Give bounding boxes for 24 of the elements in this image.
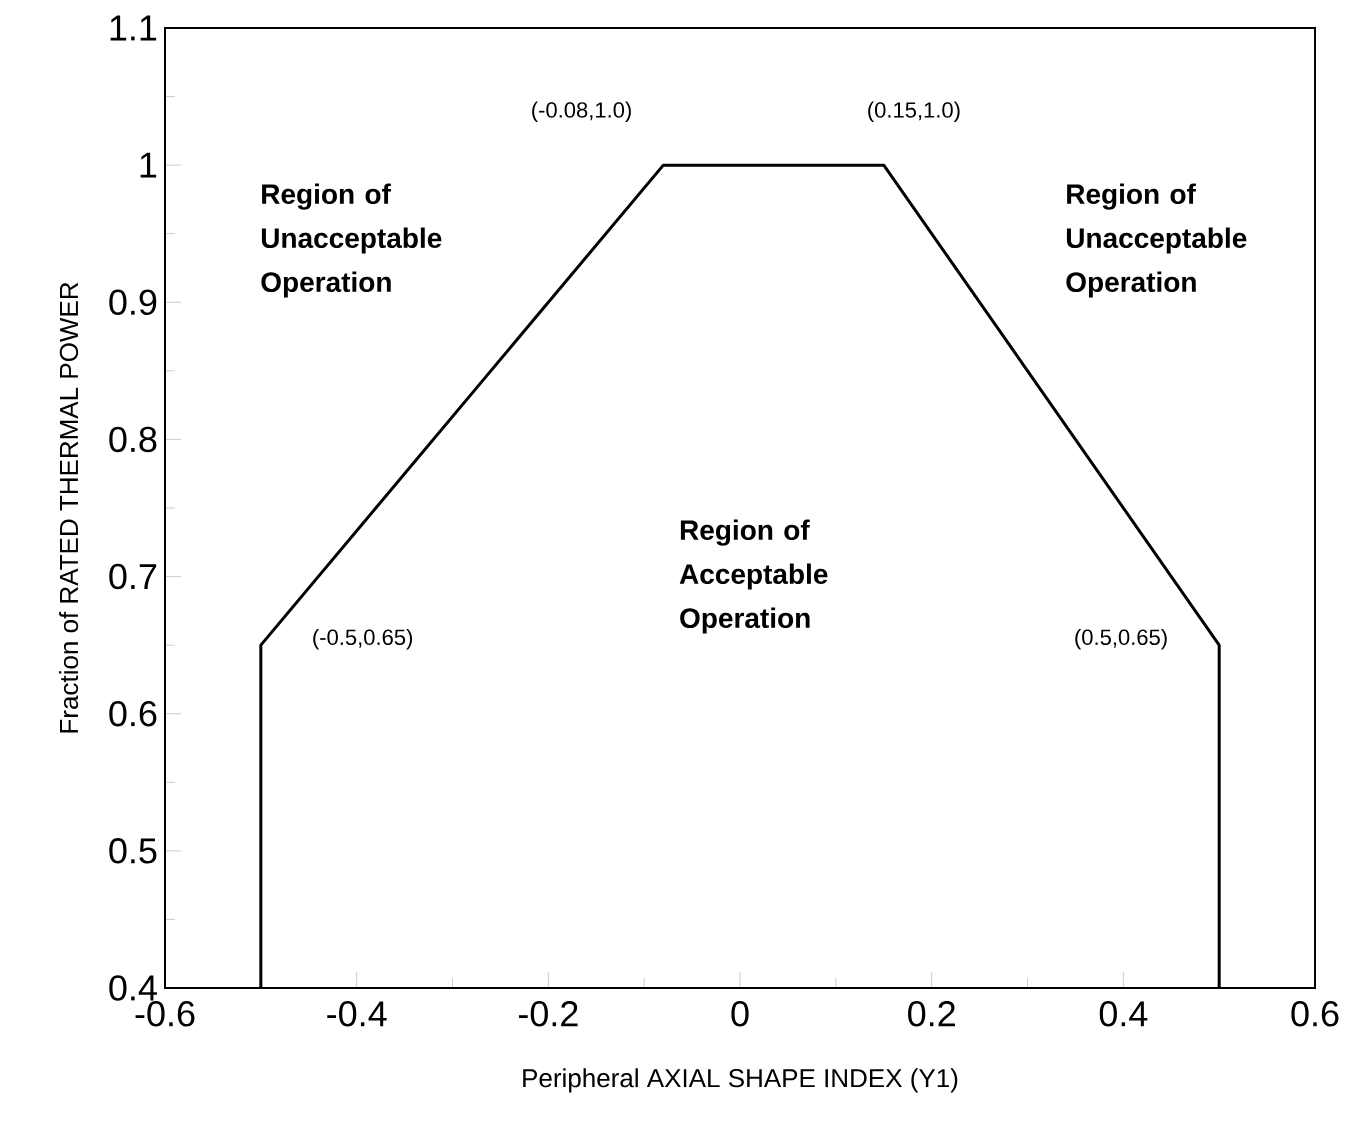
y-tick-label: 0.8 [109,426,157,453]
x-axis-title: Peripheral AXIAL SHAPE INDEX (Y1) [523,1068,958,1093]
annotation: (-0.5,0.65) [313,628,413,650]
y-tick-label: 0.9 [109,289,157,316]
x-tick-label: -0.6 [135,1001,195,1027]
annotation: (0.15,1.0) [868,101,960,123]
annotation: Region of Acceptable Operation [679,519,828,634]
y-tick-label: 0.6 [109,700,157,727]
x-tick-label: 0.2 [908,1001,955,1027]
y-tick-label: 1.1 [110,15,157,41]
annotation: Region of Unacceptable Operation [261,183,442,298]
y-axis-title: Fraction of RATED THERMAL POWER [59,282,79,733]
y-tick-label: 0.5 [109,838,157,864]
y-tick-label: 0.7 [109,563,157,590]
annotation: (0.5,0.65) [1075,628,1167,650]
x-tick-label: -0.2 [518,1001,578,1027]
x-tick-label: 0 [731,1001,749,1027]
y-tick-label: 1 [140,152,157,178]
annotation: Region of Unacceptable Operation [1066,183,1247,298]
x-tick-label: 0.4 [1099,1001,1148,1027]
x-tick-label: -0.4 [327,1001,387,1027]
x-tick-label: 0.6 [1291,1001,1339,1027]
annotation: (-0.08,1.0) [532,101,631,123]
y-tick-label: 0.4 [109,975,157,1001]
